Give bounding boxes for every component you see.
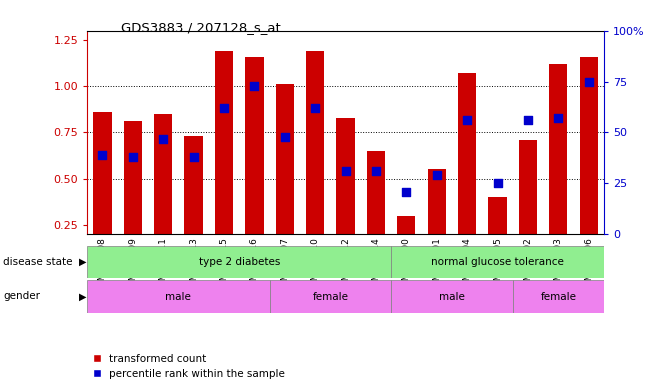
Bar bbox=[276, 84, 294, 234]
Point bbox=[462, 117, 472, 123]
Bar bbox=[246, 56, 264, 234]
Bar bbox=[336, 118, 355, 234]
Text: male: male bbox=[439, 291, 465, 302]
Bar bbox=[391, 246, 604, 278]
Bar bbox=[391, 280, 513, 313]
Bar bbox=[123, 121, 142, 234]
Point bbox=[158, 136, 168, 142]
Point bbox=[553, 115, 564, 121]
Point bbox=[370, 168, 381, 174]
Bar bbox=[458, 73, 476, 234]
Text: gender: gender bbox=[3, 291, 40, 301]
Point bbox=[401, 189, 412, 195]
Bar bbox=[87, 280, 270, 313]
Bar bbox=[367, 151, 385, 234]
Point bbox=[189, 154, 199, 160]
Legend: transformed count, percentile rank within the sample: transformed count, percentile rank withi… bbox=[93, 354, 285, 379]
Point bbox=[340, 168, 351, 174]
Bar bbox=[185, 136, 203, 234]
Bar bbox=[306, 51, 324, 234]
Point bbox=[97, 152, 108, 158]
Text: normal glucose tolerance: normal glucose tolerance bbox=[431, 257, 564, 267]
Point bbox=[583, 79, 594, 85]
Point bbox=[219, 105, 229, 111]
Text: female: female bbox=[540, 291, 576, 302]
Bar bbox=[427, 169, 446, 234]
Bar bbox=[488, 197, 507, 234]
Text: type 2 diabetes: type 2 diabetes bbox=[199, 257, 280, 267]
Text: GDS3883 / 207128_s_at: GDS3883 / 207128_s_at bbox=[121, 21, 280, 34]
Bar bbox=[215, 51, 233, 234]
Point bbox=[523, 117, 533, 123]
Bar bbox=[87, 246, 391, 278]
Text: female: female bbox=[313, 291, 348, 302]
Bar bbox=[397, 216, 415, 234]
Bar bbox=[519, 140, 537, 234]
Bar bbox=[549, 64, 568, 234]
Text: male: male bbox=[166, 291, 191, 302]
Point bbox=[279, 134, 290, 140]
Text: ▶: ▶ bbox=[79, 257, 87, 267]
Text: disease state: disease state bbox=[3, 257, 73, 267]
Point bbox=[431, 172, 442, 178]
Point bbox=[492, 180, 503, 187]
Bar bbox=[580, 56, 598, 234]
Point bbox=[127, 154, 138, 160]
Bar bbox=[93, 112, 111, 234]
Point bbox=[310, 105, 321, 111]
Text: ▶: ▶ bbox=[79, 291, 87, 301]
Bar bbox=[270, 280, 391, 313]
Bar bbox=[154, 114, 172, 234]
Bar bbox=[513, 280, 604, 313]
Point bbox=[249, 83, 260, 89]
